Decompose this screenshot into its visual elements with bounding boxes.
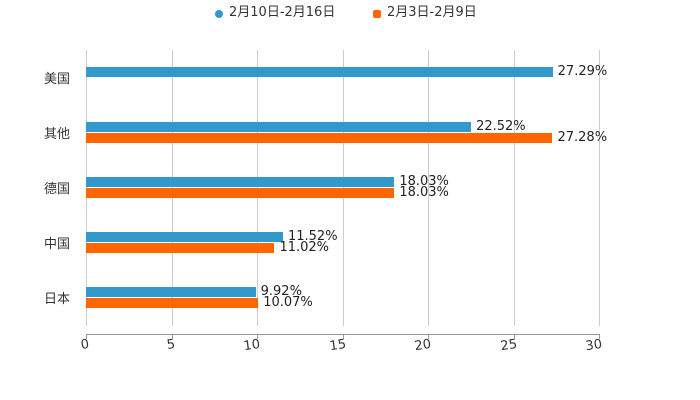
gridline <box>599 50 600 326</box>
legend-label: 2月10日-2月16日 <box>229 5 336 20</box>
legend-square-icon <box>373 10 381 18</box>
gridline <box>514 50 515 326</box>
legend-item-series-1[interactable]: 2月10日-2月16日 <box>215 5 335 21</box>
x-tick-label: 20 <box>413 337 433 355</box>
bar-current-week[interactable] <box>86 122 472 132</box>
axis-tick <box>172 334 173 339</box>
x-tick-label: 10 <box>242 337 262 355</box>
bar-value-label: 27.29% <box>557 64 608 79</box>
axis-tick <box>599 334 600 339</box>
bar-value-label: 11.52% <box>287 229 338 244</box>
bar-value-label: 27.28% <box>557 130 608 145</box>
category-label: 中国 <box>44 237 71 252</box>
bar-current-week[interactable] <box>86 177 395 187</box>
legend-label: 2月3日-2月9日 <box>387 5 477 20</box>
category-label: 日本 <box>44 292 71 307</box>
bar-value-label: 10.07% <box>263 295 313 310</box>
bar-previous-week[interactable] <box>86 298 259 308</box>
bar-current-week[interactable] <box>86 67 553 77</box>
bar-previous-week[interactable] <box>86 133 553 143</box>
axis-tick <box>514 334 515 339</box>
axis-tick <box>86 334 87 339</box>
x-tick-label: 25 <box>499 337 519 355</box>
legend-item-series-2[interactable]: 2月3日-2月9日 <box>373 5 477 21</box>
bar-previous-week[interactable] <box>86 243 275 253</box>
bar-current-week[interactable] <box>86 232 283 242</box>
bar-previous-week[interactable] <box>86 188 395 198</box>
axis-tick <box>257 334 258 339</box>
bar-current-week[interactable] <box>86 287 256 297</box>
legend-circle-icon <box>215 10 223 18</box>
x-axis <box>86 334 600 335</box>
bar-value-label: 18.03% <box>399 185 449 200</box>
chart-legend: 2月10日-2月16日 2月3日-2月9日 <box>0 5 700 23</box>
bar-value-label: 9.92% <box>260 284 302 299</box>
bar-value-label: 11.02% <box>279 240 330 255</box>
bar-value-label: 22.52% <box>476 119 526 134</box>
x-tick-label: 15 <box>328 337 348 355</box>
x-tick-label: 5 <box>165 337 177 354</box>
x-tick-label: 30 <box>584 337 604 355</box>
gridline <box>428 50 429 326</box>
category-label: 德国 <box>44 182 71 197</box>
axis-tick <box>343 334 344 339</box>
axis-tick <box>428 334 429 339</box>
bar-value-label: 18.03% <box>399 174 449 189</box>
category-label: 其他 <box>44 127 71 142</box>
category-label: 美国 <box>44 72 71 87</box>
x-tick-label: 0 <box>79 337 91 354</box>
